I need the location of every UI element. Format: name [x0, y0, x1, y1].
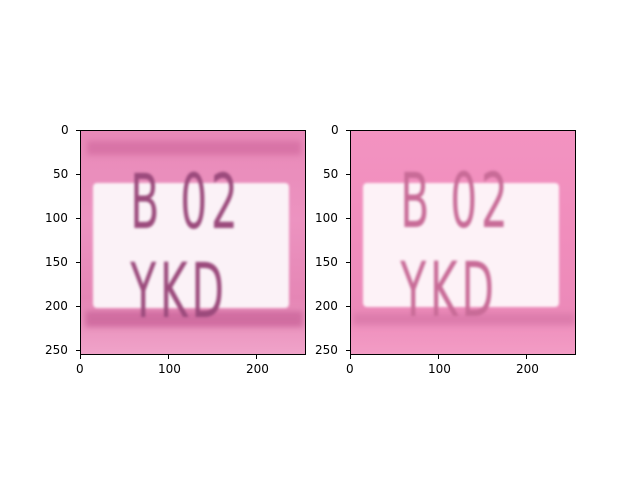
right-x-tick-100 [438, 355, 439, 359]
right-y-tick-label: 100 [315, 211, 338, 225]
right-x-tick-label: 0 [346, 362, 354, 376]
right-y-tick-label: 150 [315, 255, 338, 269]
right-y-tick-label: 250 [315, 343, 338, 357]
left-y-tick-label: 100 [45, 211, 68, 225]
left-top-dark-band [87, 141, 301, 155]
right-y-tick-label: 50 [323, 167, 339, 181]
left-x-tick-200 [256, 355, 257, 359]
right-bottom-dark-band [353, 313, 575, 325]
right-plate-text: B 02 YKD [400, 156, 512, 334]
right-y-tick-50 [346, 174, 350, 175]
right-y-tick-200 [346, 306, 350, 307]
right-x-tick-0 [350, 355, 351, 359]
right-y-tick-150 [346, 262, 350, 263]
right-x-tick-200 [526, 355, 527, 359]
left-plate-text: B 02 YKD [130, 156, 242, 335]
left-y-tick-label: 50 [53, 167, 69, 181]
left-y-tick-label: 250 [45, 343, 68, 357]
left-image-panel: B 02 YKD 0 100 200 0 50 100 150 200 250 [45, 124, 306, 375]
left-y-tick-0 [76, 130, 80, 131]
left-y-tick-150 [76, 262, 80, 263]
left-y-tick-label: 200 [45, 299, 68, 313]
left-license-plate: B 02 YKD [93, 157, 289, 335]
left-bottom-dark-band [85, 311, 303, 327]
left-y-tick-200 [76, 306, 80, 307]
left-x-tick-label: 100 [158, 362, 181, 376]
right-image-panel: B 02 YKD 0 100 200 0 50 100 150 200 250 [315, 124, 576, 375]
left-y-tick-label: 0 [61, 123, 69, 137]
left-image-axes: B 02 YKD [80, 130, 306, 355]
right-license-plate: B 02 YKD [363, 156, 559, 334]
right-y-tick-250 [346, 350, 350, 351]
left-y-tick-50 [76, 174, 80, 175]
left-x-tick-100 [168, 355, 169, 359]
left-y-tick-label: 150 [45, 255, 68, 269]
right-y-tick-label: 0 [331, 123, 339, 137]
right-y-tick-0 [346, 130, 350, 131]
right-x-tick-label: 200 [516, 362, 539, 376]
right-x-tick-label: 100 [428, 362, 451, 376]
left-y-tick-100 [76, 218, 80, 219]
right-y-tick-label: 200 [315, 299, 338, 313]
left-x-tick-label: 0 [76, 362, 84, 376]
left-y-tick-250 [76, 350, 80, 351]
right-y-tick-100 [346, 218, 350, 219]
left-x-tick-label: 200 [246, 362, 269, 376]
left-x-tick-0 [80, 355, 81, 359]
right-image-axes: B 02 YKD [350, 130, 576, 355]
